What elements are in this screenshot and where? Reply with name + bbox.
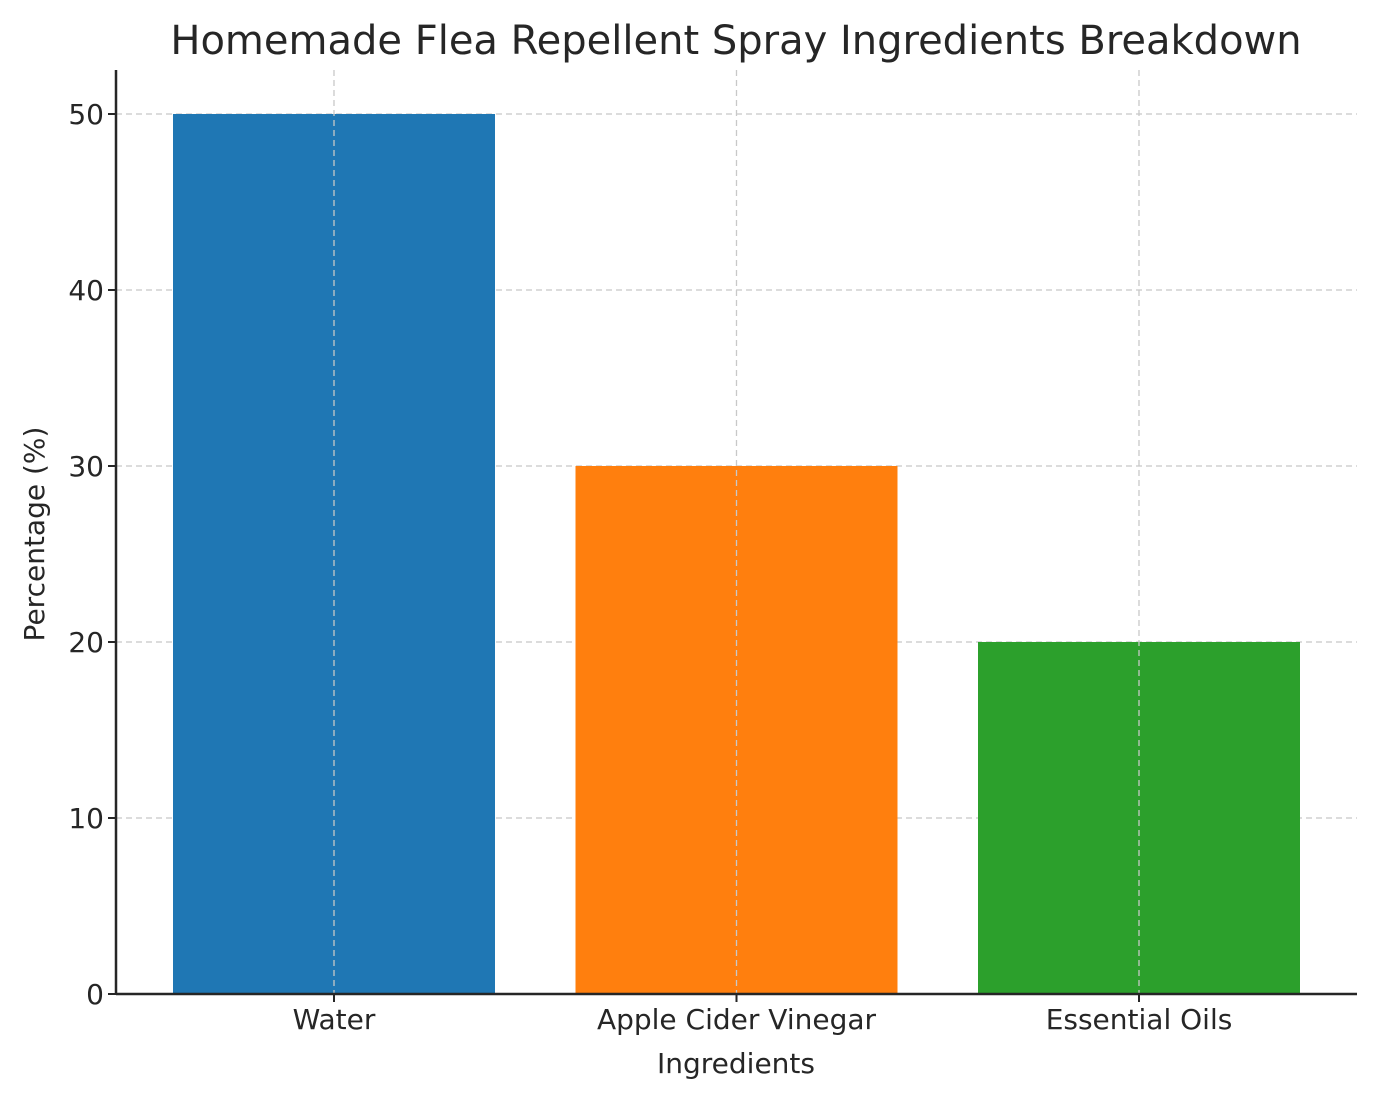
y-tick-label: 30 <box>68 450 104 483</box>
y-tick-label: 0 <box>86 978 104 1011</box>
x-tick-label: Essential Oils <box>1046 1003 1233 1036</box>
x-tick-label: Apple Cider Vinegar <box>597 1003 877 1036</box>
y-tick-label: 20 <box>68 626 104 659</box>
bars-layer <box>173 70 1300 994</box>
y-tick-label: 10 <box>68 802 104 835</box>
y-axis-label: Percentage (%) <box>18 427 51 642</box>
chart-title: Homemade Flea Repellent Spray Ingredient… <box>170 18 1301 64</box>
x-axis-label: Ingredients <box>657 1047 815 1080</box>
y-tick-label: 40 <box>68 274 104 307</box>
x-tick-label: Water <box>293 1003 376 1036</box>
ticks-layer: 0 10 20 30 40 50 Water Apple Cider Vinegar Essen… <box>68 98 1232 1036</box>
y-tick-label: 50 <box>68 98 104 131</box>
